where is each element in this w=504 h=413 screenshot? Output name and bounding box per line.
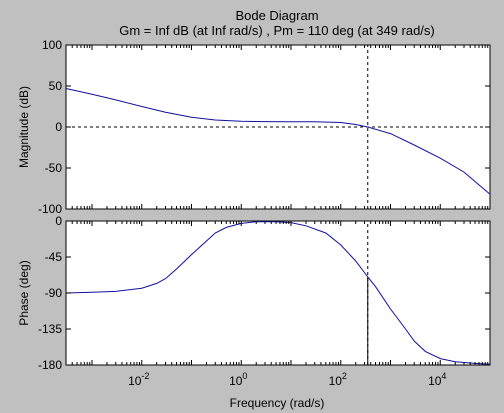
frequency-xlabel: Frequency (rad/s) xyxy=(230,396,325,410)
magnitude-ytick-label: -100 xyxy=(38,202,62,216)
magnitude-ticks: 100 50 0 -50 -100 xyxy=(38,38,491,216)
phase-ylabel: Phase (deg) xyxy=(17,260,31,325)
magnitude-ytick-label: 100 xyxy=(42,38,62,52)
magnitude-curve xyxy=(65,88,491,195)
phase-axes: 0 -45 -90 -135 -180 10-2 100 102 104 Phase (deg)… xyxy=(17,214,491,410)
magnitude-ytick-label: 0 xyxy=(55,120,62,134)
magnitude-reference-lines xyxy=(66,45,490,209)
phase-ytick-label: -135 xyxy=(38,322,62,336)
phase-xtick-label: 104 xyxy=(428,371,446,388)
chart-title: Bode Diagram xyxy=(235,8,318,23)
phase-ytick-label: -180 xyxy=(38,358,62,372)
magnitude-ytick-label: 50 xyxy=(49,79,63,93)
phase-ytick-label: -45 xyxy=(45,250,63,264)
phase-reference-lines xyxy=(66,221,490,366)
phase-xtick-label: 10-2 xyxy=(128,371,149,388)
phase-ticks: 0 -45 -90 -135 -180 10-2 100 102 104 xyxy=(38,214,491,388)
phase-plot-area xyxy=(65,220,491,366)
chart-subtitle: Gm = Inf dB (at Inf rad/s) , Pm = 110 de… xyxy=(119,23,435,38)
magnitude-axes: 100 50 0 -50 -100 Magnitude (dB) xyxy=(17,38,491,216)
phase-xtick-label: 102 xyxy=(329,371,347,388)
phase-ytick-label: 0 xyxy=(55,214,62,228)
magnitude-ylabel: Magnitude (dB) xyxy=(17,86,31,168)
phase-ytick-label: -90 xyxy=(45,286,63,300)
phase-xtick-label: 100 xyxy=(229,371,247,388)
magnitude-ytick-label: -50 xyxy=(45,161,63,175)
